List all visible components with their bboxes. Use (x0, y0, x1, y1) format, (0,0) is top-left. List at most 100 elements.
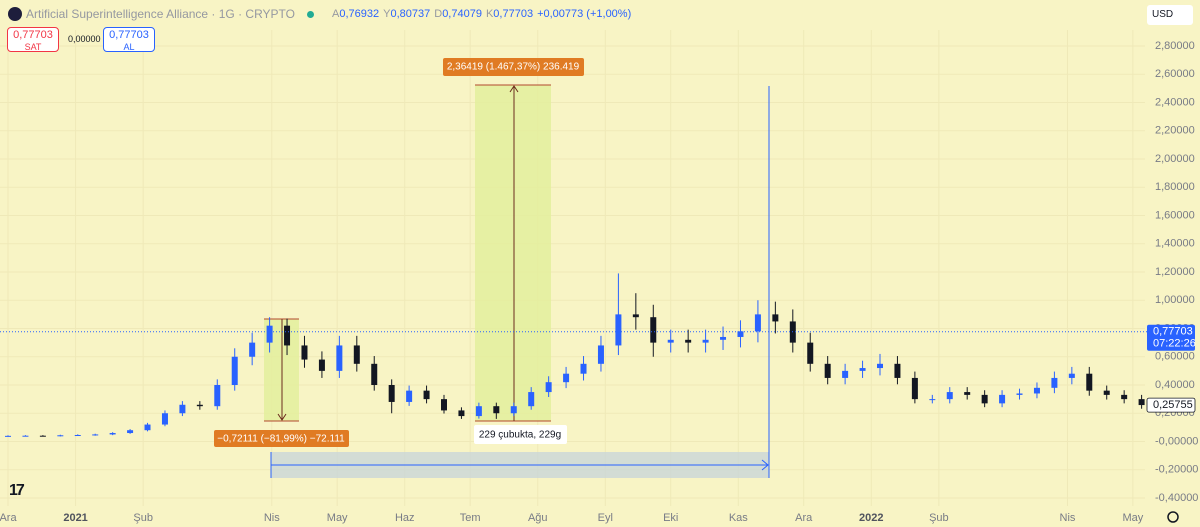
candle-body (475, 406, 482, 417)
symbol-icon (8, 7, 22, 21)
candle-body (528, 392, 535, 407)
ohlc-value: 0,77703 (493, 8, 534, 20)
candle-body (632, 314, 639, 318)
logo[interactable]: 17 (9, 482, 25, 499)
drop-measure-label: −0,72111 (−81,99%) −72.111 (217, 434, 345, 445)
candle-body (615, 314, 622, 346)
x-tick-label: Eyl (598, 512, 613, 524)
candle-body (720, 336, 727, 340)
candle-body (1068, 373, 1075, 378)
currency-selector[interactable]: USD (1147, 5, 1193, 25)
candle-body (92, 434, 99, 436)
ohlc-value: 0,76932 (339, 8, 380, 20)
candle-body (999, 394, 1006, 404)
x-tick-label: Haz (395, 512, 415, 524)
candle-body (284, 325, 291, 346)
y-tick-label: -0,40000 (1155, 492, 1198, 504)
sell-price: 0,77703 (13, 29, 53, 41)
x-tick-label: Ara (795, 512, 813, 524)
candle-body (1121, 394, 1128, 400)
y-tick-label: 1,00000 (1155, 294, 1195, 306)
x-tick-label: May (1122, 512, 1143, 524)
settings-icon[interactable] (1167, 511, 1179, 523)
y-tick-label: 2,20000 (1155, 125, 1195, 137)
candle-body (1086, 373, 1093, 391)
candle-body (266, 325, 273, 343)
candle-body (353, 345, 360, 364)
x-tick-label: Nis (264, 512, 280, 524)
candle-body (127, 430, 134, 434)
candle-body (545, 382, 552, 393)
x-tick-label: Eki (663, 512, 678, 524)
candle-body (371, 363, 378, 385)
candle-body (144, 424, 151, 431)
candle-body (876, 363, 883, 369)
candle-body (5, 435, 12, 437)
candle-body (388, 385, 395, 402)
candle-body (109, 433, 116, 435)
candle-body (964, 392, 971, 395)
ohlc-item: Y0,80737 (383, 8, 430, 20)
y-tick-label: 2,80000 (1155, 40, 1195, 52)
candle-body (859, 368, 866, 371)
x-tick-label: Şub (133, 512, 153, 524)
candle-body (423, 390, 430, 400)
candle-body (807, 342, 814, 364)
candle-body (57, 435, 64, 437)
x-tick-label: Kas (729, 512, 748, 524)
y-tick-label: 2,00000 (1155, 153, 1195, 165)
ohlc-item: K0,77703 (486, 8, 533, 20)
candle-body (667, 339, 674, 343)
current-price-bg (1147, 324, 1195, 351)
candle-body (196, 404, 203, 407)
ohlc-value: 0,80737 (390, 8, 431, 20)
candle-body (318, 359, 325, 371)
x-tick-label: Tem (460, 512, 481, 524)
y-tick-label: 1,60000 (1155, 209, 1195, 221)
candle-body (1033, 387, 1040, 394)
candle-body (911, 377, 918, 400)
y-tick-label: -0,00000 (1155, 435, 1198, 447)
x-tick-label: Nis (1060, 512, 1076, 524)
y-tick-label: -0,20000 (1155, 464, 1198, 476)
candle-body (74, 435, 81, 437)
ohlc-label: Y (383, 8, 391, 20)
candle-body (737, 331, 744, 337)
candle-body (493, 406, 500, 414)
candle-body (1016, 393, 1023, 395)
date-range-label: 229 çubukta, 229g (479, 430, 561, 441)
candle-body (301, 345, 308, 360)
candle-body (772, 314, 779, 322)
spread: 0,00000 (68, 34, 101, 44)
candle-body (336, 345, 343, 371)
header: Artificial Superintelligence Alliance · … (8, 6, 635, 22)
candle-body (406, 390, 413, 402)
measure-box (475, 85, 551, 421)
candle-body (179, 404, 186, 414)
candle-body (22, 435, 29, 437)
y-tick-label: 1,40000 (1155, 238, 1195, 250)
candles (0, 273, 1147, 437)
ohlc-label: K (485, 8, 494, 20)
y-tick-label: 1,20000 (1155, 266, 1195, 278)
buy-button[interactable]: 0,77703 AL (103, 27, 155, 52)
y-tick-label: 0,40000 (1155, 379, 1195, 391)
change: +0,00773 (+1,00%) (537, 8, 632, 20)
x-tick-label: Ağu (528, 512, 548, 524)
buy-price: 0,77703 (109, 29, 149, 41)
last-price-bg (1146, 397, 1196, 413)
candle-body (580, 363, 587, 374)
candle-body (1138, 399, 1145, 406)
x-tick-label: Şub (929, 512, 949, 524)
current-price-label: 0,77703 (1153, 326, 1193, 338)
y-tick-label: 2,60000 (1155, 68, 1195, 80)
ohlc-value: 0,74079 (442, 8, 482, 20)
candle-body (597, 345, 604, 364)
candle-body (458, 410, 465, 417)
sell-button[interactable]: 0,77703 SAT (7, 27, 59, 52)
candle-body (981, 394, 988, 404)
grid: 2,80000 2,60000 2,40000 2,20000 2,00000 1,800… (0, 30, 1198, 524)
y-tick-label: 2,40000 (1155, 96, 1195, 108)
y-tick-label: 0,60000 (1155, 351, 1195, 363)
